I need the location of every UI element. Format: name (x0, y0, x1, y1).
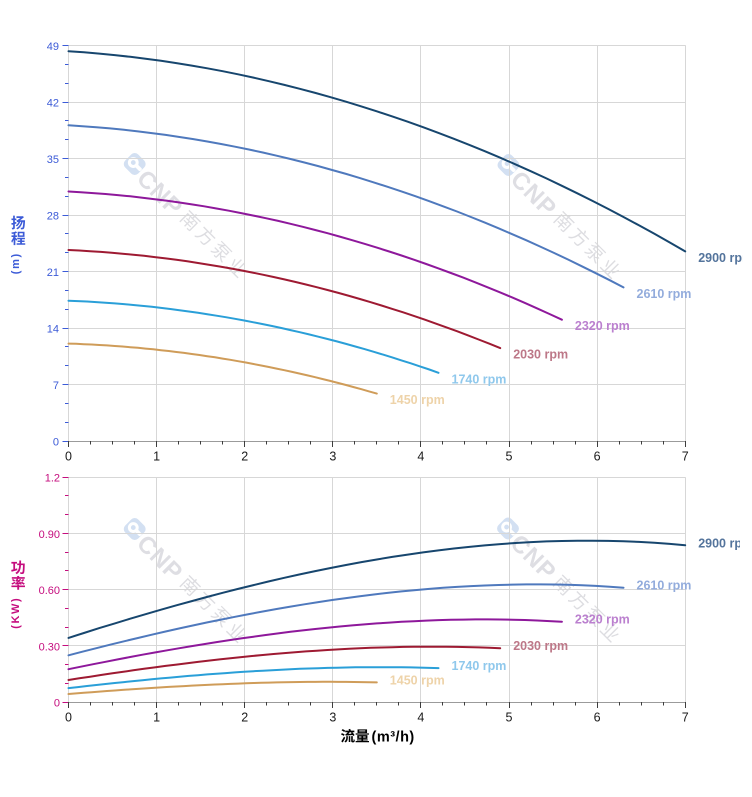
svg-text:1450 rpm: 1450 rpm (390, 673, 445, 687)
svg-text:3: 3 (329, 450, 336, 464)
svg-text:2320 rpm: 2320 rpm (575, 319, 630, 333)
svg-text:7: 7 (682, 711, 689, 725)
svg-text:5: 5 (506, 450, 513, 464)
svg-text:4: 4 (417, 711, 424, 725)
svg-text:2: 2 (241, 450, 248, 464)
svg-text:0: 0 (65, 711, 72, 725)
svg-text:21: 21 (47, 267, 59, 279)
svg-text:1740 rpm: 1740 rpm (452, 372, 507, 386)
svg-text:35: 35 (47, 154, 59, 166)
svg-text:1: 1 (153, 450, 160, 464)
svg-text:(m³/h): (m³/h) (372, 729, 415, 745)
svg-text:42: 42 (47, 98, 59, 110)
svg-text:2900 rpm: 2900 rpm (698, 536, 752, 550)
svg-text:3: 3 (329, 711, 336, 725)
svg-text:49: 49 (47, 41, 59, 53)
svg-text:6: 6 (594, 450, 601, 464)
svg-text:2030 rpm: 2030 rpm (513, 348, 568, 362)
svg-text:7: 7 (682, 450, 689, 464)
svg-text:0: 0 (65, 450, 72, 464)
svg-text:7: 7 (53, 380, 59, 392)
svg-text:2610 rpm: 2610 rpm (637, 579, 692, 593)
svg-text:2: 2 (241, 711, 248, 725)
svg-text:1740 rpm: 1740 rpm (452, 659, 507, 673)
svg-text:2030 rpm: 2030 rpm (513, 639, 568, 653)
svg-text:(m): (m) (10, 252, 22, 274)
svg-text:1.2: 1.2 (45, 473, 60, 485)
svg-text:1: 1 (153, 711, 160, 725)
svg-text:2320 rpm: 2320 rpm (575, 613, 630, 627)
svg-text:0: 0 (53, 437, 59, 449)
svg-text:5: 5 (506, 711, 513, 725)
svg-text:6: 6 (594, 711, 601, 725)
svg-text:1450 rpm: 1450 rpm (390, 393, 445, 407)
svg-text:28: 28 (47, 211, 59, 223)
svg-text:2610 rpm: 2610 rpm (637, 287, 692, 301)
svg-text:(KW): (KW) (10, 597, 22, 629)
svg-text:4: 4 (417, 450, 424, 464)
svg-text:14: 14 (47, 324, 59, 336)
svg-text:2900 rpm: 2900 rpm (698, 251, 752, 265)
svg-text:0.60: 0.60 (39, 585, 60, 597)
svg-text:0.90: 0.90 (39, 529, 60, 541)
svg-text:0: 0 (54, 698, 60, 710)
svg-text:0.30: 0.30 (39, 641, 60, 653)
